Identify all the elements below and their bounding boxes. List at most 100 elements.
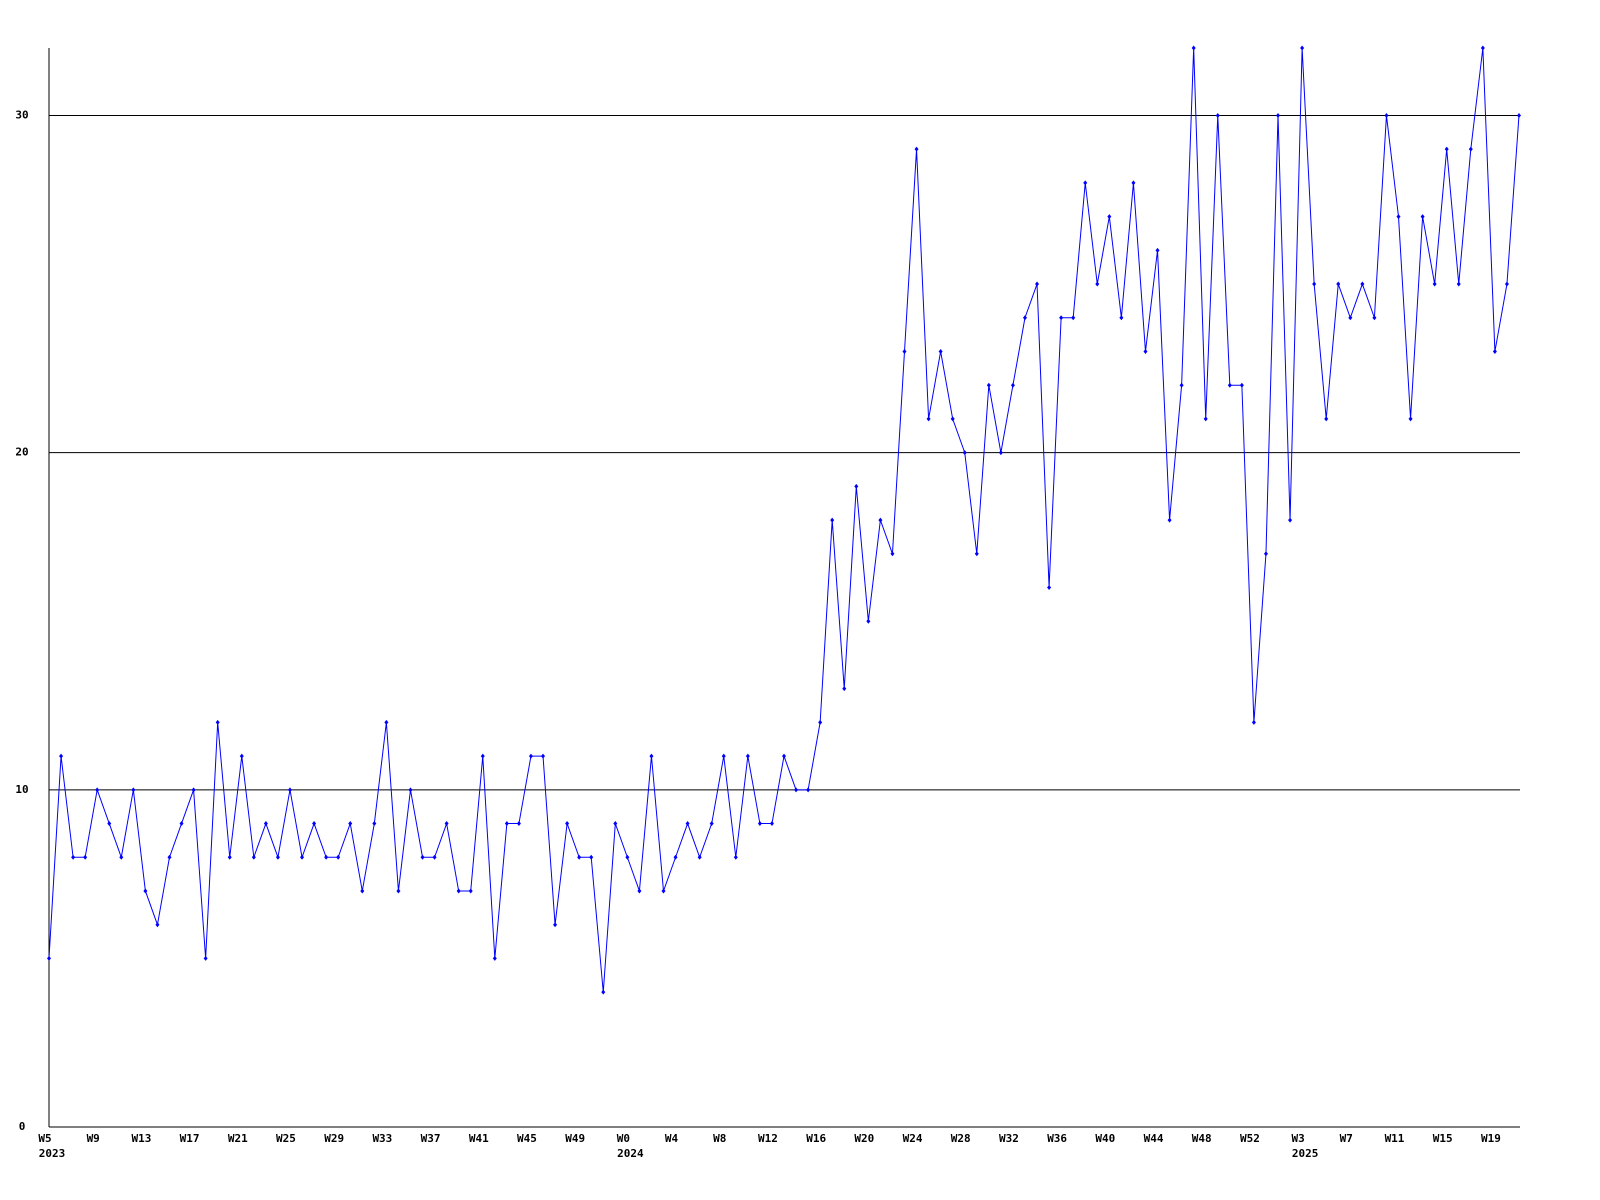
- data-point: [1119, 315, 1124, 321]
- data-point: [179, 821, 184, 827]
- data-point: [1372, 315, 1377, 321]
- x-tick-label: W36: [1047, 1132, 1067, 1145]
- data-point: [1010, 382, 1015, 388]
- data-point: [1444, 146, 1449, 152]
- data-point: [685, 821, 690, 827]
- data-point: [1456, 281, 1461, 287]
- data-point: [866, 618, 871, 624]
- x-tick-label: W24: [903, 1132, 923, 1145]
- data-point: [59, 753, 64, 759]
- data-point: [191, 787, 196, 793]
- data-point: [1215, 112, 1220, 118]
- x-tick-label: W45: [517, 1132, 537, 1145]
- data-point: [1059, 315, 1064, 321]
- data-point: [1517, 112, 1521, 118]
- data-point: [733, 854, 738, 860]
- data-point: [263, 821, 268, 827]
- data-point: [1276, 112, 1281, 118]
- x-tick-label: W33: [372, 1132, 392, 1145]
- data-point: [878, 517, 883, 523]
- data-point: [215, 719, 220, 725]
- data-point: [1143, 348, 1148, 354]
- x-tick-label: W0: [617, 1132, 630, 1145]
- data-point: [1384, 112, 1389, 118]
- data-point: [408, 787, 413, 793]
- data-point: [830, 517, 835, 523]
- data-point: [83, 854, 88, 860]
- data-point: [1468, 146, 1473, 152]
- data-point: [721, 753, 726, 759]
- data-point: [324, 854, 329, 860]
- data-point: [1022, 315, 1027, 321]
- data-point: [1336, 281, 1341, 287]
- data-point: [1035, 281, 1040, 287]
- data-point: [553, 922, 558, 928]
- data-point: [998, 450, 1003, 456]
- data-point: [842, 686, 847, 692]
- data-point: [637, 888, 642, 894]
- data-point: [155, 922, 160, 928]
- data-point: [312, 821, 317, 827]
- data-point: [806, 787, 811, 793]
- data-point: [143, 888, 148, 894]
- data-point: [456, 888, 461, 894]
- data-point: [348, 821, 353, 827]
- data-point: [1324, 416, 1329, 422]
- x-tick-label: W20: [854, 1132, 874, 1145]
- data-point: [769, 821, 774, 827]
- x-tick-label: W28: [951, 1132, 971, 1145]
- x-tick-label: W9: [87, 1132, 100, 1145]
- x-tick-label: W48: [1192, 1132, 1212, 1145]
- data-point: [1492, 348, 1497, 354]
- data-point: [1396, 214, 1401, 220]
- x-tick-label: W13: [131, 1132, 151, 1145]
- data-point: [950, 416, 955, 422]
- x-tick-label: W4: [665, 1132, 679, 1145]
- data-point: [300, 854, 305, 860]
- data-point: [131, 787, 136, 793]
- data-point: [1107, 214, 1112, 220]
- data-point: [1047, 585, 1052, 590]
- x-tick-label: W17: [180, 1132, 200, 1145]
- data-point: [1155, 247, 1160, 253]
- data-point: [420, 854, 425, 860]
- data-point: [818, 719, 823, 725]
- data-point: [1360, 281, 1365, 287]
- data-point: [95, 787, 100, 793]
- data-point: [1191, 45, 1196, 51]
- data-point: [360, 888, 365, 894]
- x-tick-label: W52: [1240, 1132, 1260, 1145]
- data-point: [1300, 45, 1305, 51]
- data-point: [709, 821, 714, 827]
- x-tick-label: W3: [1291, 1132, 1304, 1145]
- data-point: [757, 821, 762, 827]
- data-point: [890, 551, 895, 557]
- data-point: [396, 888, 401, 894]
- data-point: [1348, 315, 1353, 321]
- data-point: [336, 854, 341, 860]
- data-point: [1251, 719, 1256, 725]
- x-tick-label: W19: [1481, 1132, 1501, 1145]
- data-point: [1312, 281, 1317, 287]
- data-point: [661, 888, 666, 894]
- data-point: [1432, 281, 1437, 287]
- data-point: [432, 854, 437, 860]
- x-tick-label: W11: [1385, 1132, 1405, 1145]
- x-tick-label: W37: [421, 1132, 441, 1145]
- y-tick-label: 10: [15, 783, 28, 796]
- data-point: [577, 854, 582, 860]
- data-point: [565, 821, 570, 827]
- data-point: [1167, 517, 1172, 523]
- data-point: [914, 146, 919, 152]
- data-point: [1420, 214, 1425, 220]
- data-point: [1131, 180, 1136, 186]
- x-tick-label: W44: [1144, 1132, 1164, 1145]
- data-point: [649, 753, 654, 759]
- data-point: [384, 719, 389, 725]
- data-point: [1504, 281, 1509, 287]
- data-point: [1083, 180, 1088, 186]
- x-tick-label: W7: [1340, 1132, 1353, 1145]
- data-point: [480, 753, 485, 759]
- x-tick-label: W15: [1433, 1132, 1453, 1145]
- data-point: [1239, 382, 1244, 388]
